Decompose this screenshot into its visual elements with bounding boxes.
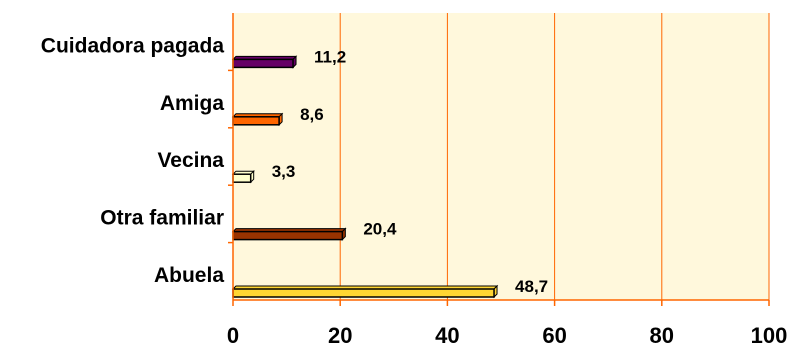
- axes: [232, 13, 769, 301]
- plot-area: [233, 13, 769, 300]
- data-labels: 48,7 20,4 3,3 8,6 11,2: [272, 47, 548, 296]
- category-label: Amiga: [160, 92, 225, 115]
- data-label: 48,7: [515, 277, 548, 296]
- data-label: 20,4: [363, 220, 397, 239]
- category-label: Vecina: [157, 149, 224, 172]
- category-labels: Abuela Otra familiar Vecina Amiga Cuidadora …: [41, 34, 225, 287]
- category-label: Cuidadora pagada: [41, 34, 225, 57]
- x-tick-labels: 0 20 40 60 80 100: [227, 69, 788, 348]
- x-tick-label-0: 0: [227, 323, 239, 348]
- data-label: 8,6: [300, 105, 324, 124]
- bar-abuela: [232, 288, 495, 298]
- gridlines: [339, 13, 770, 300]
- data-label: 11,2: [314, 47, 346, 66]
- x-tick-label-40: 40: [435, 323, 459, 348]
- data-label: 3,3: [272, 162, 296, 181]
- x-tick-label-100: 100: [751, 323, 788, 348]
- bar-otra-familiar: [232, 230, 344, 241]
- bar-amiga: [232, 116, 280, 126]
- category-label: Otra familiar: [100, 207, 224, 230]
- category-label: Abuela: [154, 264, 224, 287]
- bar-cuidadora-pagada: [232, 58, 294, 69]
- x-tick-label-80: 80: [650, 323, 674, 348]
- bar-vecina: [232, 173, 252, 183]
- x-tick-label-20: 20: [328, 323, 352, 348]
- x-tick-label-60: 60: [542, 323, 566, 348]
